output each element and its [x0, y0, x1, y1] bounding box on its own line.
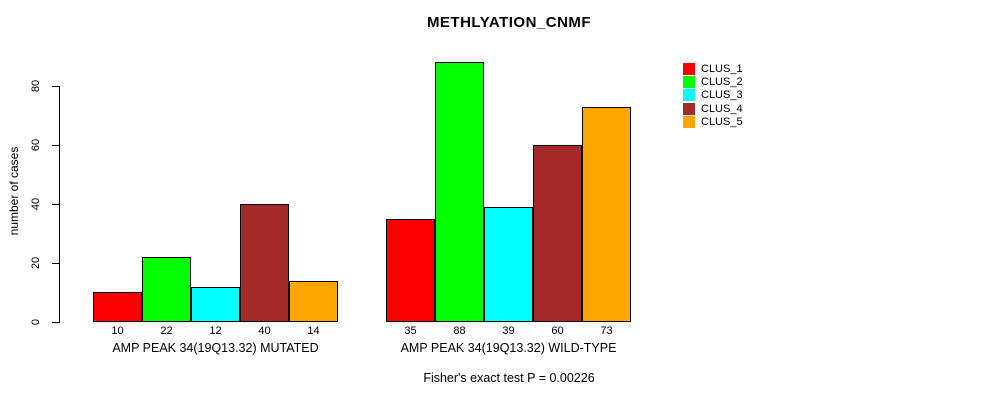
y-tick-mark — [52, 86, 60, 87]
bar-value-label: 14 — [307, 325, 320, 337]
legend-item: CLUS_3 — [683, 89, 743, 102]
y-axis-label: number of cases — [7, 146, 21, 236]
legend-swatch — [683, 76, 695, 89]
legend-item: CLUS_4 — [683, 102, 743, 115]
legend: CLUS_1 CLUS_2 CLUS_3 CLUS_4 CLUS_5 — [683, 62, 743, 129]
legend-label: CLUS_2 — [701, 76, 743, 89]
legend-item: CLUS_5 — [683, 116, 743, 129]
legend-label: CLUS_5 — [701, 116, 743, 129]
chart-title: METHLYATION_CNMF — [426, 14, 592, 31]
y-tick-mark — [52, 322, 60, 323]
bar-clus_2-group1 — [142, 257, 191, 322]
legend-item: CLUS_2 — [683, 75, 743, 89]
bar-value-label: 88 — [453, 325, 466, 337]
stat-annotation: Fisher's exact test P = 0.00226 — [423, 371, 595, 385]
legend-label: CLUS_3 — [701, 89, 743, 102]
bar-clus_4-group1 — [240, 204, 289, 322]
bar-value-label: 10 — [111, 325, 124, 337]
bar-clus_5-group1 — [289, 281, 338, 322]
bar-value-label: 60 — [551, 325, 564, 337]
bar-value-label: 22 — [160, 325, 173, 337]
bar-clus_3-group2 — [484, 207, 533, 322]
bar-clus_1-group2 — [386, 219, 435, 322]
legend-swatch — [683, 62, 695, 75]
y-tick-label: 40 — [30, 197, 42, 211]
bar-value-label: 40 — [258, 325, 271, 337]
legend-label: CLUS_4 — [701, 102, 743, 115]
bar-value-label: 39 — [502, 325, 515, 337]
y-tick-mark — [52, 204, 60, 205]
bar-value-label: 35 — [404, 325, 417, 337]
bar-value-label: 73 — [600, 325, 613, 337]
bar-value-label: 12 — [209, 325, 222, 337]
bar-clus_5-group2 — [582, 107, 631, 322]
bar-clus_1-group1 — [93, 292, 142, 322]
y-tick-mark — [52, 263, 60, 264]
y-tick-mark — [52, 145, 60, 146]
legend-swatch — [683, 102, 695, 115]
legend-swatch — [683, 89, 695, 102]
bar-clus_4-group2 — [533, 145, 582, 322]
y-tick-label: 20 — [30, 256, 42, 270]
group-label: AMP PEAK 34(19Q13.32) WILD-TYPE — [400, 341, 617, 355]
legend-label: CLUS_1 — [701, 62, 743, 75]
legend-item: CLUS_1 — [683, 62, 743, 75]
bar-clus_2-group2 — [435, 62, 484, 322]
legend-swatch — [683, 116, 695, 129]
group-label: AMP PEAK 34(19Q13.32) MUTATED — [112, 341, 319, 355]
y-tick-label: 0 — [30, 318, 42, 326]
y-tick-label: 60 — [30, 138, 42, 152]
bar-clus_3-group1 — [191, 287, 240, 322]
y-tick-label: 80 — [30, 79, 42, 93]
